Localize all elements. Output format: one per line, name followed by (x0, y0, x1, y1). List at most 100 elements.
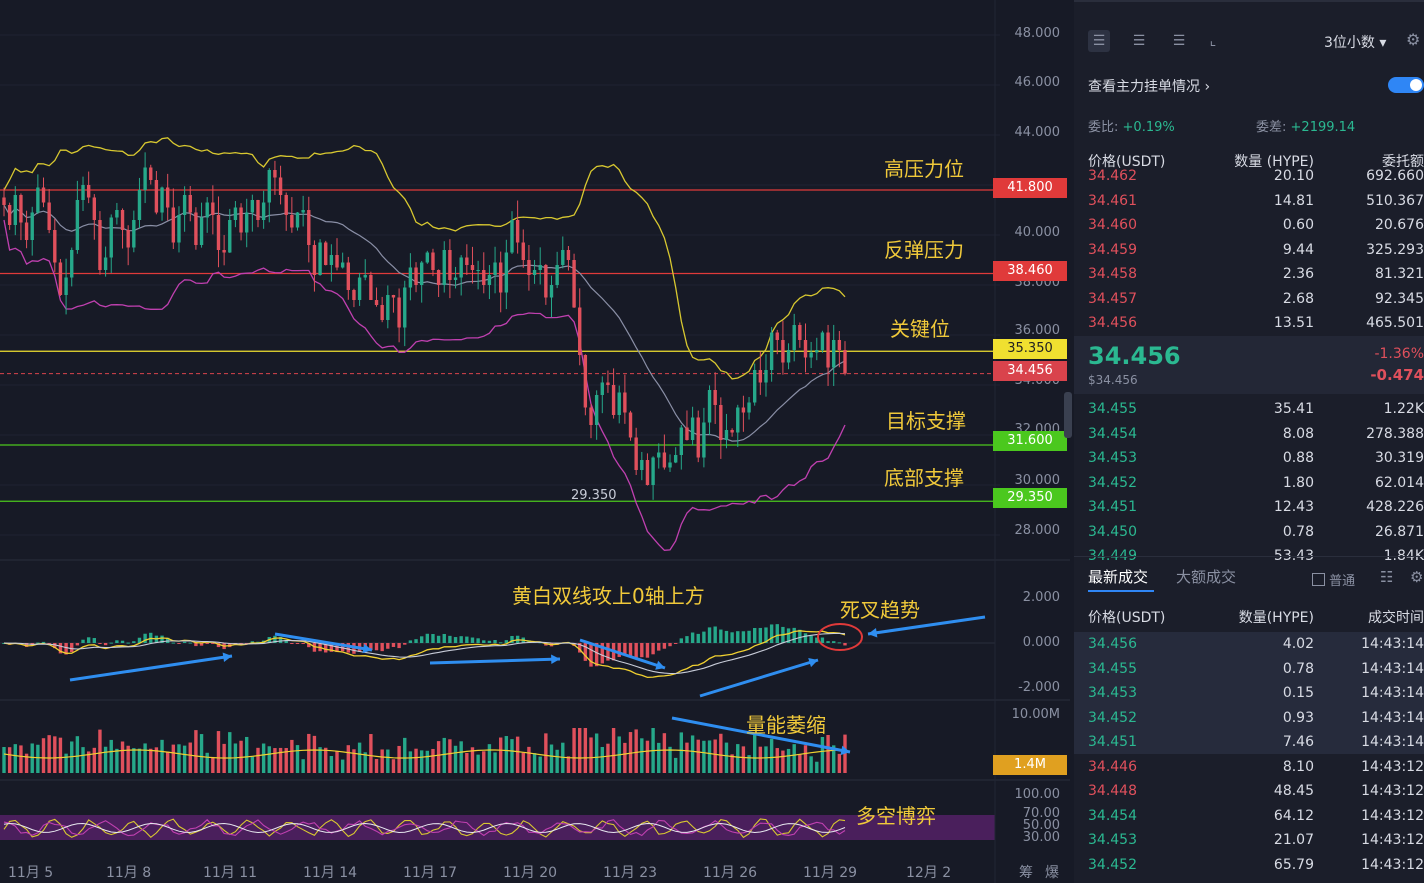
volume-bar (312, 735, 317, 773)
bid-row[interactable]: 34.454 8.08 278.388 (1088, 422, 1424, 446)
ask-price: 34.458 (1088, 266, 1137, 282)
layout-both-icon[interactable]: ☰ (1088, 30, 1110, 52)
macd-bar (160, 635, 164, 643)
ask-amt: 325.293 (1366, 241, 1424, 258)
trade-qty: 48.45 (1273, 783, 1314, 799)
volume-bar (640, 738, 644, 773)
chevron-down-icon: ▾ (1379, 35, 1387, 51)
volume-bar (24, 753, 29, 773)
volume-bar (623, 742, 627, 773)
trade-row[interactable]: 34.454 64.12 14:43:12 (1088, 804, 1424, 828)
layout-asks-icon[interactable]: ☰ (1172, 33, 1186, 49)
trade-row[interactable]: 34.446 8.10 14:43:12 (1088, 755, 1424, 779)
ask-row[interactable]: 34.456 13.51 465.501 (1088, 311, 1424, 335)
level-tag-31600: 31.600 (993, 431, 1067, 451)
candle (177, 215, 181, 243)
volume-bar (594, 733, 599, 773)
bid-row[interactable]: 34.452 1.80 62.014 (1088, 471, 1424, 495)
ask-row[interactable]: 34.460 0.60 20.676 (1088, 213, 1424, 237)
macd-bar (628, 643, 633, 656)
macd-bar (448, 635, 452, 643)
trade-qty: 0.93 (1282, 709, 1314, 726)
arrow-macd-4-head (655, 660, 665, 670)
ask-row[interactable]: 34.461 14.81 510.367 (1088, 189, 1424, 213)
macd-bar (724, 630, 729, 643)
candle (261, 202, 266, 220)
layout-bids-icon[interactable]: ☰ (1132, 33, 1146, 49)
ask-row[interactable]: 34.462 20.10 692.660 (1088, 164, 1424, 188)
trade-row[interactable]: 34.453 21.07 14:43:12 (1088, 828, 1424, 852)
settings-icon[interactable]: ⚙ (1410, 568, 1424, 586)
bid-qty: 12.43 (1273, 499, 1314, 515)
candle (132, 220, 136, 248)
candle (92, 197, 97, 220)
ask-row[interactable]: 34.457 2.68 92.345 (1088, 287, 1424, 311)
arrow-macd-2 (274, 632, 373, 652)
candle (476, 270, 480, 271)
macd-bar (820, 637, 825, 643)
trade-row[interactable]: 34.452 65.79 14:43:12 (1088, 853, 1424, 877)
candle (809, 352, 813, 358)
candle (843, 350, 847, 374)
checkbox[interactable] (1312, 573, 1325, 586)
panel-collapse-handle[interactable] (1064, 392, 1072, 438)
candle (578, 307, 582, 355)
macd-bar (115, 640, 119, 643)
order-diff: 委差: +2199.14 (1256, 116, 1355, 135)
macd-bar (741, 631, 746, 643)
trade-row[interactable]: 34.448 48.45 14:43:12 (1088, 779, 1424, 803)
header-amount[interactable]: 委托额 (1382, 154, 1424, 170)
trade-row[interactable]: 34.451 7.46 14:43:14 (1088, 730, 1424, 754)
bid-row[interactable]: 34.455 35.41 1.22K (1088, 397, 1424, 421)
bid-row[interactable]: 34.453 0.88 30.319 (1088, 446, 1424, 470)
candle (53, 230, 57, 263)
depth-toggle[interactable] (1388, 77, 1424, 93)
osc-y-tick: 50.00 (1022, 818, 1060, 833)
header-qty[interactable]: 数量(HYPE) (1238, 610, 1314, 626)
trade-time: 14:43:12 (1361, 832, 1424, 848)
trade-row[interactable]: 34.455 0.78 14:43:14 (1088, 657, 1424, 681)
macd-bar (403, 643, 407, 645)
macd-bar (419, 636, 424, 643)
candle (713, 390, 717, 405)
ask-row[interactable]: 34.458 2.36 81.321 (1088, 262, 1424, 286)
depth-link[interactable]: 查看主力挂单情况 › (1088, 76, 1210, 96)
macd-bar (482, 640, 486, 643)
sort-icon[interactable]: ☷ (1380, 568, 1394, 586)
arrow-macd-3 (429, 657, 561, 665)
settings-icon[interactable]: ⚙ (1406, 30, 1421, 49)
depth-link-label: 查看主力挂单情况 (1088, 79, 1200, 95)
panel-top-divider (1074, 0, 1424, 2)
candle (482, 270, 486, 285)
volume-bar (747, 755, 751, 773)
trade-row[interactable]: 34.453 0.15 14:43:14 (1088, 681, 1424, 705)
trade-qty: 0.78 (1282, 660, 1314, 677)
header-qty[interactable]: 数量 (HYPE) (1234, 154, 1314, 170)
macd-bar (651, 643, 655, 655)
volume-bar (499, 737, 503, 773)
bid-row[interactable]: 34.451 12.43 428.226 (1088, 495, 1424, 519)
candle (549, 285, 554, 298)
macd-bar (194, 643, 198, 647)
volume-bar (256, 747, 260, 773)
macd-bar (273, 635, 277, 643)
tab-latest-trades[interactable]: 最新成交 (1088, 568, 1149, 586)
candle (594, 395, 599, 425)
tab-large-trades[interactable]: 大额成交 (1176, 568, 1237, 586)
trade-row[interactable]: 34.452 0.93 14:43:14 (1088, 706, 1424, 730)
bid-price: 34.453 (1088, 450, 1137, 466)
trade-row[interactable]: 34.456 4.02 14:43:14 (1088, 632, 1424, 656)
filter-normal[interactable]: 普通 (1312, 570, 1355, 589)
decimal-select[interactable]: 3位小数 ▾ (1324, 32, 1386, 52)
trade-time: 14:43:14 (1361, 660, 1424, 677)
price-chart[interactable] (0, 0, 1070, 883)
trade-time: 14:43:12 (1361, 783, 1424, 799)
macd-bar (657, 643, 661, 651)
macd-bar (369, 643, 373, 651)
volume-bar (809, 756, 813, 773)
candle (527, 260, 531, 275)
macd-bar (295, 643, 300, 644)
ask-row[interactable]: 34.459 9.44 325.293 (1088, 238, 1424, 262)
bid-row[interactable]: 34.450 0.78 26.871 (1088, 520, 1424, 544)
expand-icon[interactable]: ⌞ (1209, 33, 1217, 49)
